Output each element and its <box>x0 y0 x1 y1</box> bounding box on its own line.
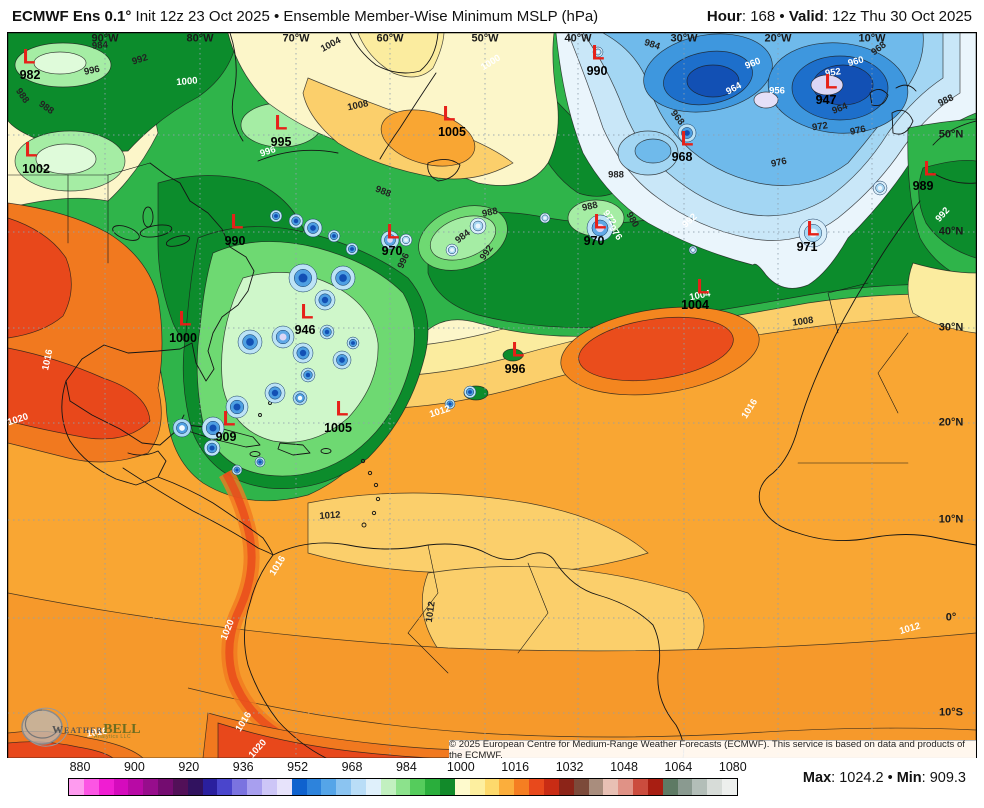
colorbar-cell <box>425 779 441 795</box>
colorbar-cell <box>633 779 648 795</box>
footer-bar: 880 900 920 936 952 968 984 1000 1016 1032 1048 106… <box>0 758 984 808</box>
colorbar-cell <box>707 779 723 795</box>
colorbar-cell <box>692 779 708 795</box>
product-title: ECMWF Ens 0.1° Init 12z 23 Oct 2025 • En… <box>12 8 598 25</box>
colorbar-cell <box>514 779 530 795</box>
colorbar-cell <box>722 779 737 795</box>
colorbar-cell <box>603 779 619 795</box>
colorbar-cell <box>291 779 307 795</box>
colorbar-cell <box>484 779 500 795</box>
hour-value: : 168 • <box>741 8 789 25</box>
colorbar-cell <box>677 779 693 795</box>
weatherbell-swirl-icon <box>21 707 69 747</box>
colorbar-cell <box>143 779 159 795</box>
colorbar-tick: 952 <box>287 760 309 774</box>
min-value: : 909.3 <box>921 770 966 786</box>
colorbar-cell <box>187 779 203 795</box>
mslp-map-art <box>8 33 976 758</box>
hour-label: Hour <box>706 8 742 25</box>
colorbar-cell <box>261 779 277 795</box>
weatherbell-word-bell: BELL <box>103 722 141 737</box>
colorbar-cell <box>83 779 99 795</box>
colorbar-cell <box>306 779 322 795</box>
map-canvas <box>7 32 977 759</box>
colorbar-cell <box>558 779 574 795</box>
min-label: Min <box>896 770 922 786</box>
colorbar-tick: 1080 <box>718 760 747 774</box>
colorbar-cell <box>69 779 84 795</box>
colorbar-cell <box>395 779 411 795</box>
colorbar-cell <box>202 779 218 795</box>
colorbar-tick: 920 <box>178 760 200 774</box>
colorbar-cell <box>469 779 485 795</box>
colorbar-cell <box>232 779 248 795</box>
colorbar <box>68 778 738 796</box>
colorbar-cell <box>529 779 544 795</box>
weatherbell-wordmark: WeatherBELL <box>52 720 141 738</box>
colorbar-cell <box>321 779 337 795</box>
colorbar-tick: 880 <box>69 760 91 774</box>
product-title-rest: Init 12z 23 Oct 2025 • Ensemble Member-W… <box>131 8 599 25</box>
colorbar-tick-labels: 880 900 920 936 952 968 984 1000 1016 1032 1048 106… <box>68 760 748 775</box>
colorbar-cell <box>247 779 262 795</box>
colorbar-cell <box>440 779 455 795</box>
colorbar-cell <box>113 779 129 795</box>
colorbar-tick: 900 <box>123 760 145 774</box>
colorbar-cell <box>618 779 634 795</box>
colorbar-cell <box>276 779 292 795</box>
colorbar-cell <box>588 779 604 795</box>
colorbar-tick: 968 <box>341 760 363 774</box>
colorbar-cell <box>410 779 426 795</box>
max-label: Max <box>802 770 832 786</box>
colorbar-cell <box>365 779 381 795</box>
colorbar-tick: 1048 <box>610 760 638 774</box>
colorbar-tick: 1064 <box>664 760 693 774</box>
header-bar: ECMWF Ens 0.1° Init 12z 23 Oct 2025 • En… <box>0 0 984 33</box>
colorbar-cell <box>662 779 678 795</box>
colorbar-cell <box>98 779 114 795</box>
max-value: : 1024.2 • <box>831 770 897 786</box>
colorbar-cell <box>499 779 515 795</box>
valid-time: Hour: 168 • Valid: 12z Thu 30 Oct 2025 <box>707 8 972 25</box>
max-min-readout: Max: 1024.2 • Min: 909.3 <box>803 770 966 786</box>
weatherbell-sub: Analytics LLC <box>94 734 132 740</box>
colorbar-cell <box>454 779 470 795</box>
colorbar-cell <box>380 779 396 795</box>
colorbar-cell <box>647 779 663 795</box>
colorbar-cell <box>351 779 366 795</box>
colorbar-tick: 984 <box>395 760 417 774</box>
weatherbell-word-weather: Weather <box>52 724 104 736</box>
colorbar-cell <box>544 779 559 795</box>
colorbar-cell <box>336 779 352 795</box>
valid-value: : 12z Thu 30 Oct 2025 <box>823 8 972 25</box>
colorbar-tick: 1000 <box>446 760 475 774</box>
colorbar-cell <box>573 779 589 795</box>
valid-label: Valid <box>788 8 824 25</box>
colorbar-tick: 1016 <box>501 760 530 774</box>
colorbar-cell <box>158 779 173 795</box>
colorbar-cell <box>172 779 188 795</box>
ensemble-low-blobs <box>172 46 888 476</box>
colorbar-cell <box>217 779 233 795</box>
colorbar-tick: 1032 <box>555 760 584 774</box>
product-title-bold: ECMWF Ens 0.1° <box>12 8 132 25</box>
copyright-strip: © 2025 European Centre for Medium-Range … <box>449 739 976 761</box>
weatherbell-logo: WeatherBELL Analytics LLC <box>18 704 168 752</box>
colorbar-cell <box>128 779 144 795</box>
colorbar-tick: 936 <box>232 760 254 774</box>
